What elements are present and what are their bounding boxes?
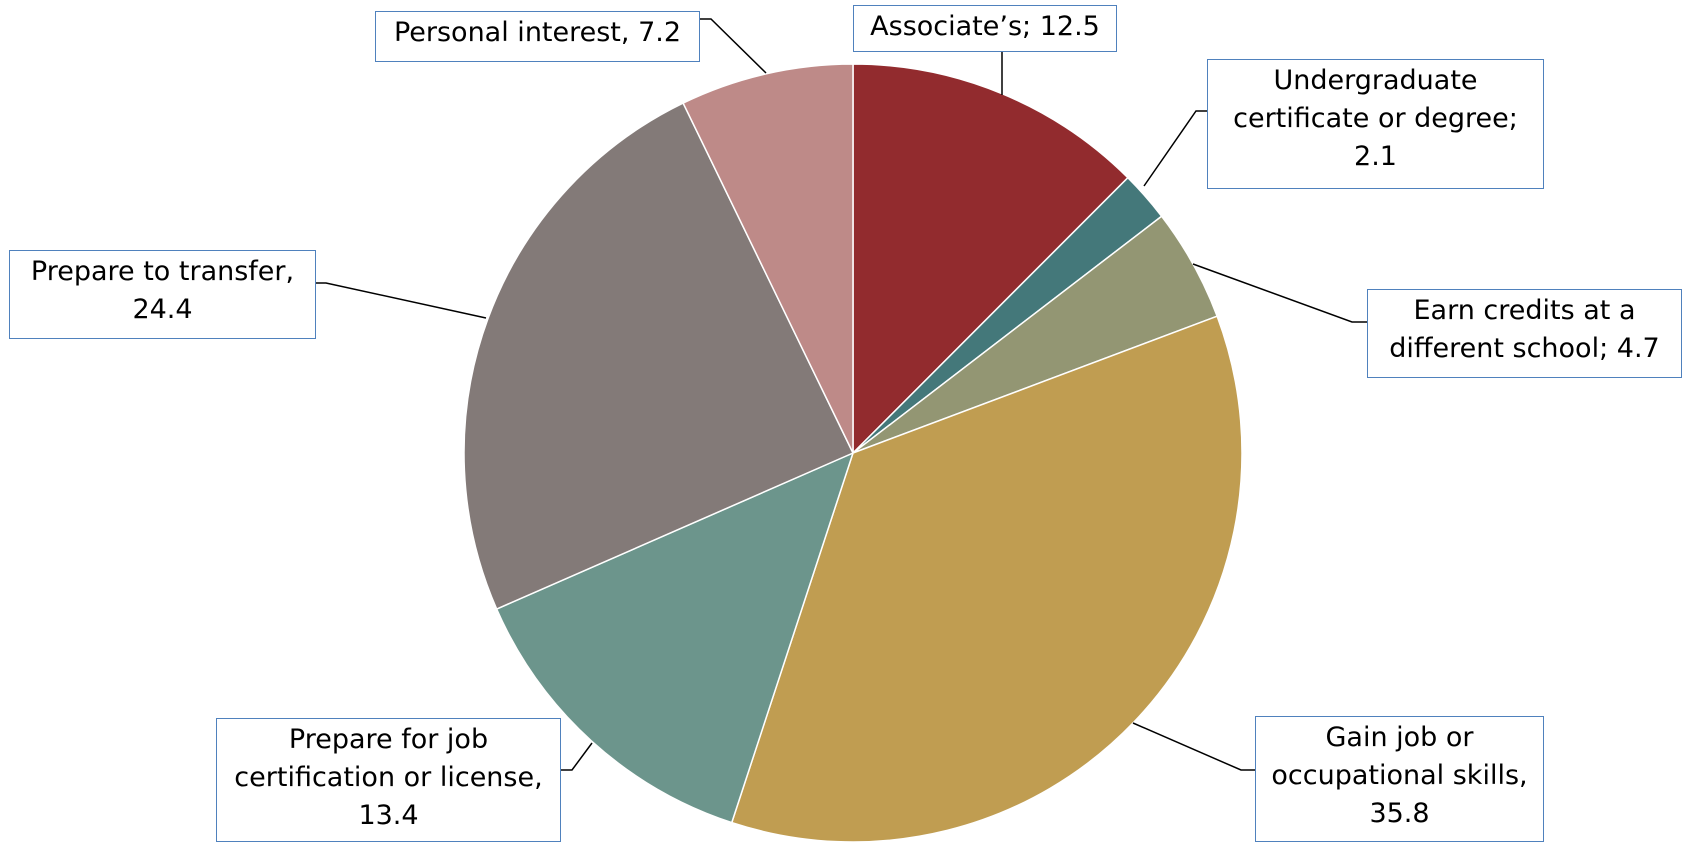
pie-slice <box>495 451 855 824</box>
data-label: Earn credits at a different school; 4.7 <box>1367 289 1682 378</box>
value-label: 2.1 <box>1354 141 1397 172</box>
data-label: Undergraduate certificate or degree; 2.1 <box>1207 59 1544 189</box>
pie-slice <box>463 102 855 611</box>
leader-line <box>700 18 767 74</box>
data-label: Associate’s; 12.5 <box>853 5 1117 52</box>
data-label: Prepare to transfer, 24.4 <box>9 250 316 339</box>
category-name: Prepare to transfer, <box>30 256 295 287</box>
category-name: Personal interest, <box>393 17 630 48</box>
value-label: 13.4 <box>358 800 419 831</box>
pie-slice <box>730 315 1243 843</box>
pie-slice <box>682 63 854 454</box>
category-name: Undergraduate certificate or degree; <box>1233 65 1518 134</box>
value-label: 7.2 <box>638 17 682 48</box>
data-label: Prepare for job certification or license… <box>216 718 561 842</box>
leader-line <box>1132 722 1255 771</box>
data-label: Gain job or occupational skills, 35.8 <box>1255 716 1544 842</box>
value-label: 35.8 <box>1369 798 1430 829</box>
category-name: Associate’s; <box>870 11 1032 42</box>
data-label: Personal interest, 7.2 <box>375 11 700 62</box>
value-label: 24.4 <box>132 294 193 325</box>
leader-line <box>1143 110 1207 187</box>
leader-line <box>316 282 487 319</box>
value-label: 4.7 <box>1616 333 1660 364</box>
category-name: Prepare for job certification or license… <box>234 724 543 793</box>
leader-line <box>1192 263 1367 323</box>
value-label: 12.5 <box>1039 11 1100 42</box>
category-name: Gain job or occupational skills, <box>1271 722 1528 791</box>
category-name: Earn credits at a different school; <box>1389 295 1636 364</box>
leader-line <box>561 742 593 771</box>
